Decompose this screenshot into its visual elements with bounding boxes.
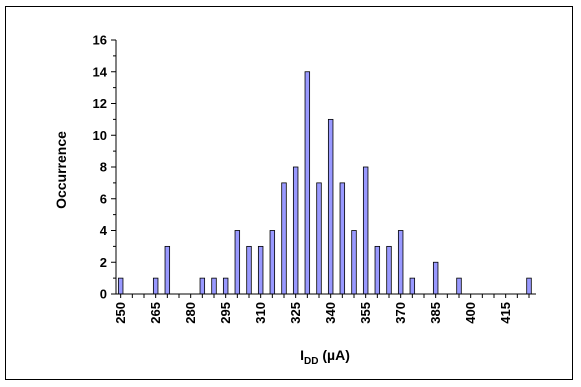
bar-375: [409, 277, 416, 295]
y-tick-label: 12: [93, 96, 107, 111]
x-axis-title-sub: DD: [304, 356, 318, 367]
bar-290: [211, 277, 217, 295]
bar-335: [316, 182, 322, 295]
bar-305: [246, 245, 252, 295]
x-ticks-group: 250 265 280 295 310 325 340 355 370 385 400 415: [113, 294, 530, 324]
bar-385: [432, 261, 439, 295]
x-axis-title: IDD (µA): [300, 347, 350, 367]
y-tick-label: 8: [100, 160, 107, 175]
bar-315: [269, 230, 276, 295]
bar-265: [152, 277, 159, 295]
x-tick-label: 250: [113, 302, 128, 324]
y-tick-label: 16: [93, 33, 107, 48]
x-tick-label: 400: [463, 302, 478, 324]
bar-285: [199, 277, 206, 295]
bar-365: [386, 245, 392, 295]
bar-300: [234, 230, 241, 295]
x-tick-label: 310: [253, 302, 268, 324]
bar-360: [374, 245, 381, 295]
y-tick-label: 0: [100, 287, 107, 302]
x-tick-label: 340: [323, 302, 338, 324]
bar-250: [117, 277, 124, 295]
chart-frame: [5, 6, 573, 380]
x-tick-label: 325: [288, 302, 303, 324]
bar-345: [339, 182, 346, 295]
y-tick-label: 6: [100, 191, 107, 206]
bar-350: [351, 230, 357, 295]
bar-395: [456, 277, 462, 295]
y-tick-label: 4: [100, 223, 108, 238]
bar-295: [222, 277, 229, 295]
y-axis-title: Occurrence: [53, 131, 69, 209]
bar-425: [526, 277, 532, 295]
bar-330: [304, 71, 311, 295]
x-tick-label: 295: [218, 302, 233, 324]
x-tick-label: 415: [498, 302, 513, 324]
x-axis-title-main: I: [300, 347, 304, 363]
x-tick-label: 280: [183, 302, 198, 324]
x-tick-label: 265: [148, 302, 163, 324]
y-ticks-group: 0 2 4 6 8 10 12 14 16: [93, 33, 116, 302]
bars-group: [117, 71, 532, 295]
y-tick-label: 2: [100, 255, 107, 270]
bar-270: [164, 245, 171, 295]
bar-325: [292, 166, 299, 295]
bar-310: [257, 245, 264, 295]
bar-355: [362, 166, 369, 295]
x-axis-title-unit: (µA): [318, 347, 349, 363]
y-tick-label: 10: [93, 128, 107, 143]
bar-320: [281, 182, 287, 295]
x-tick-label: 385: [428, 302, 443, 324]
bar-340: [327, 118, 334, 295]
x-tick-label: 370: [393, 302, 408, 324]
bar-370: [397, 230, 404, 295]
x-tick-label: 355: [358, 302, 373, 324]
y-tick-label: 14: [93, 64, 108, 79]
